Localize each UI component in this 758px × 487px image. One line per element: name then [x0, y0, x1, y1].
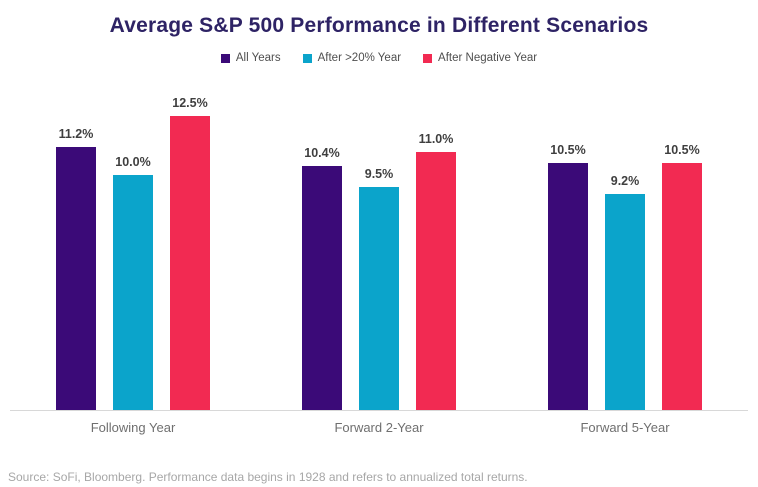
bar-group: 11.2% 10.0% 12.5% [10, 96, 256, 410]
bar-group: 10.4% 9.5% 11.0% [256, 131, 502, 410]
category-label: Following Year [90, 420, 176, 435]
bar-cell: 10.5% [662, 143, 702, 410]
bar-cell: 10.4% [302, 146, 342, 410]
bar-cell: 9.2% [605, 174, 645, 410]
legend-swatch-icon [423, 53, 433, 63]
legend-label: After Negative Year [438, 52, 538, 64]
legend: All Years After >20% Year After Negative Y… [0, 51, 758, 65]
category-label: Forward 5-Year [580, 420, 670, 435]
legend-item: All Years [220, 52, 281, 64]
bar [416, 151, 456, 410]
bar [302, 165, 342, 410]
bar-value-label: 11.2% [58, 126, 94, 141]
legend-item: After Negative Year [423, 52, 537, 64]
bar [113, 175, 153, 410]
bar-cell: 10.0% [113, 155, 153, 410]
bar [548, 163, 588, 410]
bar-value-label: 11.0% [418, 131, 454, 146]
bar [56, 146, 96, 410]
bar-cell: 9.5% [359, 167, 399, 410]
bar [359, 186, 399, 410]
bar-value-label: 12.5% [172, 96, 208, 111]
legend-swatch-icon [302, 53, 312, 63]
bar-value-label: 10.5% [664, 143, 700, 158]
bar [605, 193, 645, 410]
bar-cell: 10.5% [548, 143, 588, 410]
category-label: Forward 2-Year [334, 420, 424, 435]
bar-value-label: 10.4% [304, 145, 340, 160]
bar-group: 10.5% 9.2% 10.5% [502, 143, 748, 410]
page-title: Average S&P 500 Performance in Different… [109, 14, 649, 37]
bar-cell: 11.0% [416, 131, 456, 410]
bar-cell: 11.2% [56, 127, 96, 410]
bar-chart-plot-area: 11.2% 10.0% 12.5% 10.4% 9.5% 11.0% 10.5% 9.2% 10… [10, 65, 748, 411]
legend-label: After >20% Year [317, 52, 402, 64]
x-axis-category-labels: Following Year Forward 2-Year Forward 5-Ye… [10, 420, 748, 435]
source-note: Source: SoFi, Bloomberg. Performance dat… [8, 470, 528, 484]
legend-item: After >20% Year [302, 52, 402, 64]
bar-value-label: 9.5% [364, 166, 394, 181]
legend-swatch-icon [220, 53, 230, 63]
bar [170, 116, 210, 410]
bar-value-label: 10.0% [115, 155, 151, 169]
bar-cell: 12.5% [170, 96, 210, 410]
bar [662, 163, 702, 410]
bar-value-label: 9.2% [610, 173, 640, 188]
bar-value-label: 10.5% [550, 143, 586, 158]
legend-label: All Years [235, 52, 281, 64]
